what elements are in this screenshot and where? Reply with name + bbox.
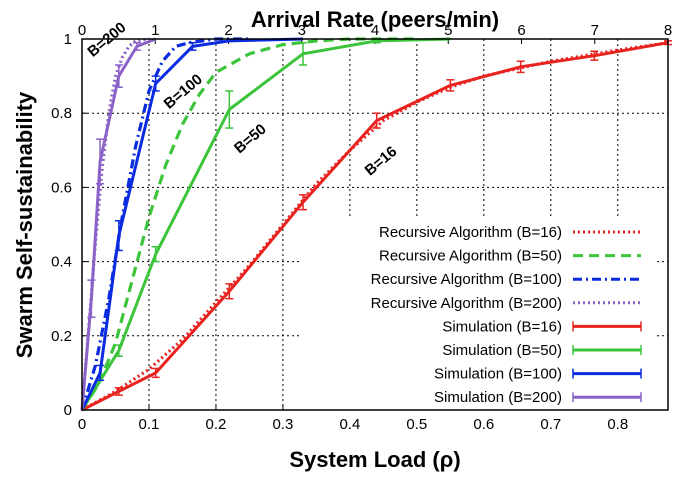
x-tick-label: 0 bbox=[78, 416, 86, 433]
annotation-label: B=100 bbox=[161, 71, 206, 113]
annotation-label: B=16 bbox=[362, 143, 401, 179]
series-layer bbox=[80, 37, 672, 412]
legend-label: Simulation (B=200) bbox=[434, 389, 562, 406]
legend-label: Recursive Algorithm (B=100) bbox=[371, 271, 562, 288]
legend-label: Simulation (B=100) bbox=[434, 366, 562, 383]
x2-tick-label: 8 bbox=[664, 22, 672, 39]
annotation-label: B=200 bbox=[84, 19, 129, 61]
x-tick-label: 0.4 bbox=[339, 416, 360, 433]
x-axis-title: System Load (ρ) bbox=[289, 447, 460, 472]
x2-tick-label: 1 bbox=[151, 22, 159, 39]
x2-tick-label: 6 bbox=[517, 22, 525, 39]
y-axis-title: Swarm Self-sustainability bbox=[12, 91, 37, 358]
x-tick-label: 0.6 bbox=[473, 416, 494, 433]
x-tick-label: 0.1 bbox=[139, 416, 160, 433]
y-tick-label: 0.4 bbox=[51, 254, 72, 271]
x2-tick-label: 4 bbox=[371, 22, 379, 39]
y-tick-label: 0.6 bbox=[51, 179, 72, 196]
x2-tick-label: 3 bbox=[298, 22, 306, 39]
series-line-3 bbox=[80, 37, 150, 411]
series-line-1 bbox=[80, 37, 417, 411]
y-tick-label: 0.2 bbox=[51, 328, 72, 345]
x-tick-label: 0.5 bbox=[406, 416, 427, 433]
x2-tick-label: 5 bbox=[444, 22, 452, 39]
series-line-4 bbox=[81, 41, 669, 412]
legend: Recursive Algorithm (B=16) Recursive Algo… bbox=[300, 216, 655, 411]
y-tick-label: 0.8 bbox=[51, 105, 72, 122]
plot-frame bbox=[81, 38, 669, 411]
x-tick-label: 0.8 bbox=[607, 416, 628, 433]
series-line-2 bbox=[80, 37, 250, 411]
legend-background bbox=[300, 216, 655, 411]
x2-axis-title: Arrival Rate (peers/min) bbox=[251, 7, 499, 32]
legend-label: Simulation (B=50) bbox=[442, 342, 562, 359]
legend-label: Recursive Algorithm (B=200) bbox=[371, 295, 562, 312]
annotation-label: B=50 bbox=[231, 121, 270, 157]
x2-tick-label: 2 bbox=[224, 22, 232, 39]
legend-label: Recursive Algorithm (B=50) bbox=[379, 248, 562, 265]
x2-tick-label: 7 bbox=[591, 22, 599, 39]
legend-label: Simulation (B=16) bbox=[442, 318, 562, 335]
legend-label: Recursive Algorithm (B=16) bbox=[379, 224, 562, 241]
y-tick-label: 1 bbox=[64, 31, 72, 48]
tick-labels: 0 0.1 0.2 0.3 0.4 0.5 0.6 0.7 0.800.20.40.60.810… bbox=[51, 22, 672, 433]
x-tick-label: 0.2 bbox=[206, 416, 227, 433]
x-tick-label: 0.7 bbox=[540, 416, 561, 433]
y-tick-label: 0 bbox=[64, 402, 72, 419]
x2-tick-label: 0 bbox=[78, 22, 86, 39]
x-tick-label: 0.3 bbox=[272, 416, 293, 433]
